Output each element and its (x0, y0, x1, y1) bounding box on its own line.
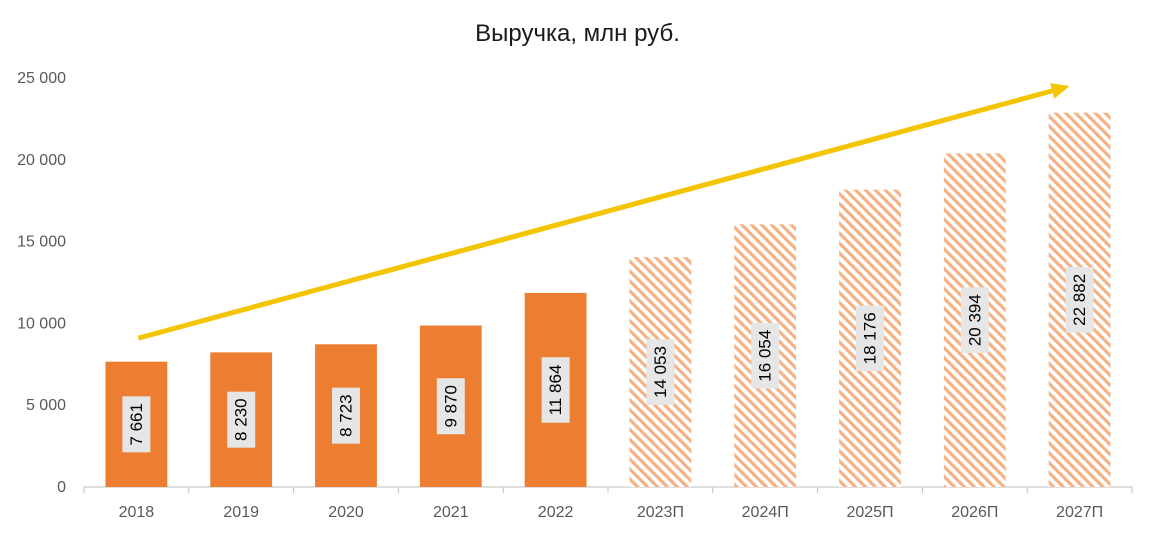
data-label: 22 882 (1070, 274, 1089, 326)
data-label-background (856, 305, 884, 372)
y-tick-label: 0 (57, 479, 66, 496)
data-label: 9 870 (441, 385, 460, 428)
data-label: 7 661 (127, 403, 146, 446)
data-label-background (1065, 267, 1094, 333)
y-tick-label: 20 000 (17, 152, 66, 169)
data-label-background (646, 339, 675, 405)
x-tick-label: 2023П (637, 504, 684, 521)
data-label-background (436, 378, 465, 435)
y-tick-label: 5 000 (26, 397, 66, 414)
x-tick-label: 2020 (328, 504, 364, 521)
data-label-background (960, 287, 989, 353)
x-tick-label: 2024П (742, 504, 789, 521)
trend-arrow-shaft (137, 88, 1053, 341)
chart-title: Выручка, млн руб. (475, 20, 680, 47)
data-label-background (122, 396, 151, 453)
x-tick-label: 2022 (538, 504, 574, 521)
x-tick-label: 2025П (846, 504, 893, 521)
data-label-background (227, 391, 256, 448)
x-tick-label: 2019 (223, 504, 259, 521)
trend-arrow-head (1050, 83, 1070, 99)
data-label: 8 723 (337, 394, 356, 437)
x-tick-label: 2018 (119, 504, 155, 521)
y-tick-label: 25 000 (17, 70, 66, 87)
data-label: 14 053 (651, 346, 670, 398)
data-label-background (541, 357, 570, 423)
y-tick-label: 10 000 (17, 315, 66, 332)
y-tick-label: 15 000 (17, 234, 66, 251)
data-label-background (751, 322, 780, 389)
data-label-background (332, 387, 360, 444)
data-label: 8 230 (232, 398, 251, 441)
data-label: 11 864 (546, 365, 565, 416)
x-tick-label: 2026П (951, 504, 998, 521)
data-label: 16 054 (756, 330, 775, 382)
x-tick-label: 2021 (433, 504, 469, 521)
x-tick-label: 2027П (1056, 504, 1103, 521)
data-label: 20 394 (965, 294, 984, 346)
data-label: 18 176 (861, 312, 880, 364)
